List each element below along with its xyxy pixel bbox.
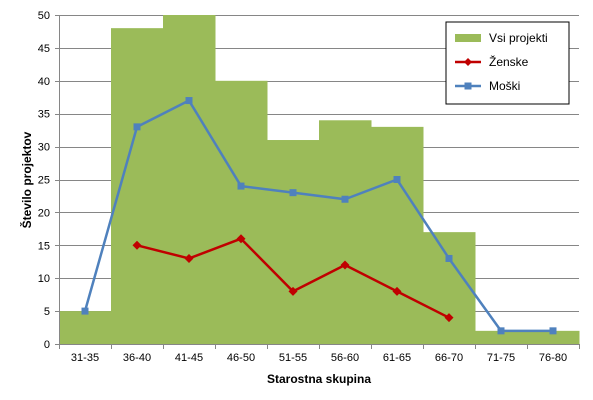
legend-label-women: Ženske: [489, 54, 529, 69]
y-tick-label: 10: [38, 273, 50, 285]
point-Moški-36-40: [133, 123, 141, 131]
x-tick-label: 76-80: [539, 352, 567, 364]
point-Ženske-36-40: [132, 240, 142, 250]
y-tick-label: 0: [44, 339, 50, 351]
y-tick-label: 5: [44, 306, 50, 318]
y-tick-label: 35: [38, 109, 50, 121]
point-Ženske-66-70: [444, 313, 454, 323]
point-Moški-61-65: [393, 176, 401, 183]
point-Ženske-56-60: [340, 260, 350, 270]
legend-swatch-all-projects: [455, 34, 481, 42]
y-tick-label: 50: [38, 10, 50, 22]
bar-36-40: [111, 28, 164, 344]
bar-71-75: [475, 330, 528, 344]
x-tick-label: 31-35: [71, 352, 99, 364]
legend-label-all-projects: Vsi projekti: [489, 31, 548, 45]
y-tick-labels: 0 5 10 15 20 25 30 35 40 45 50: [38, 10, 50, 351]
point-Moški-41-45: [185, 97, 193, 105]
x-tick-label: 66-70: [435, 352, 463, 364]
bar-46-50: [215, 80, 268, 345]
point-Ženske-41-45: [184, 253, 194, 263]
x-axis-title: Starostna skupina: [267, 372, 371, 386]
point-Moški-46-50: [237, 182, 245, 190]
point-Moški-66-70: [445, 254, 453, 262]
legend: Vsi projekti Ženske Moški: [445, 21, 570, 105]
x-tick-label: 46-50: [227, 352, 255, 364]
point-Moški-31-35: [81, 307, 89, 315]
bar-61-65: [371, 126, 424, 344]
x-tick-label: 41-45: [175, 352, 203, 364]
bar-56-60: [319, 120, 372, 344]
lines: [81, 97, 557, 335]
y-tick-label: 15: [38, 240, 50, 252]
point-Ženske-46-50: [236, 234, 246, 244]
y-tick-label: 40: [38, 76, 50, 88]
y-tick-label: 30: [38, 142, 50, 154]
legend-marker-women: [464, 58, 472, 66]
bar-41-45: [163, 15, 216, 344]
bar-66-70: [423, 232, 476, 344]
x-tick-label: 71-75: [487, 352, 515, 364]
bar-31-35: [59, 311, 112, 344]
y-tick-label: 25: [38, 175, 50, 187]
legend-label-men: Moški: [489, 79, 520, 93]
x-tick-label: 36-40: [123, 352, 151, 364]
x-tick-label: 51-55: [279, 352, 307, 364]
series-line-Moški: [83, 99, 553, 333]
x-tick-label: 61-65: [383, 352, 411, 364]
bar-51-55: [267, 140, 320, 344]
point-Ženske-61-65: [392, 286, 402, 296]
x-tick-label: 56-60: [331, 352, 359, 364]
x-tick-labels: 31-35 36-40 41-45 46-50 51-55 56-60 61-65 66-70…: [71, 352, 567, 364]
point-Moški-51-55: [289, 189, 297, 197]
point-Moški-71-75: [497, 327, 505, 335]
point-Moški-56-60: [341, 195, 349, 203]
axes: [55, 15, 580, 349]
y-tick-label: 20: [38, 207, 50, 219]
point-Ženske-51-55: [288, 286, 298, 296]
point-Moški-76-80: [549, 327, 557, 335]
y-tick-label: 45: [38, 43, 50, 55]
bar-76-80: [527, 330, 580, 344]
y-axis-title: Število projektov: [19, 131, 34, 228]
legend-marker-men: [464, 82, 472, 90]
